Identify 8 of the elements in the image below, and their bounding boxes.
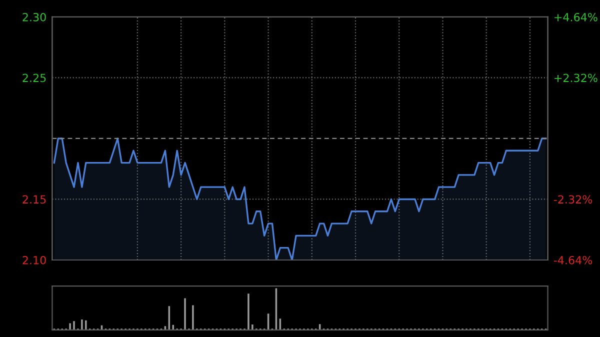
- y-tick-label: 2.25: [22, 74, 46, 82]
- y-tick-label: 2.10: [22, 256, 46, 264]
- y2-tick-label: +4.64%: [554, 12, 598, 22]
- y2-tick-label: -4.64%: [554, 256, 592, 264]
- y-tick-label: 2.30: [22, 12, 46, 22]
- y2-tick-label: +2.32%: [554, 74, 598, 82]
- y-tick-label: 2.15: [22, 195, 46, 204]
- y2-tick-label: -2.32%: [554, 195, 592, 204]
